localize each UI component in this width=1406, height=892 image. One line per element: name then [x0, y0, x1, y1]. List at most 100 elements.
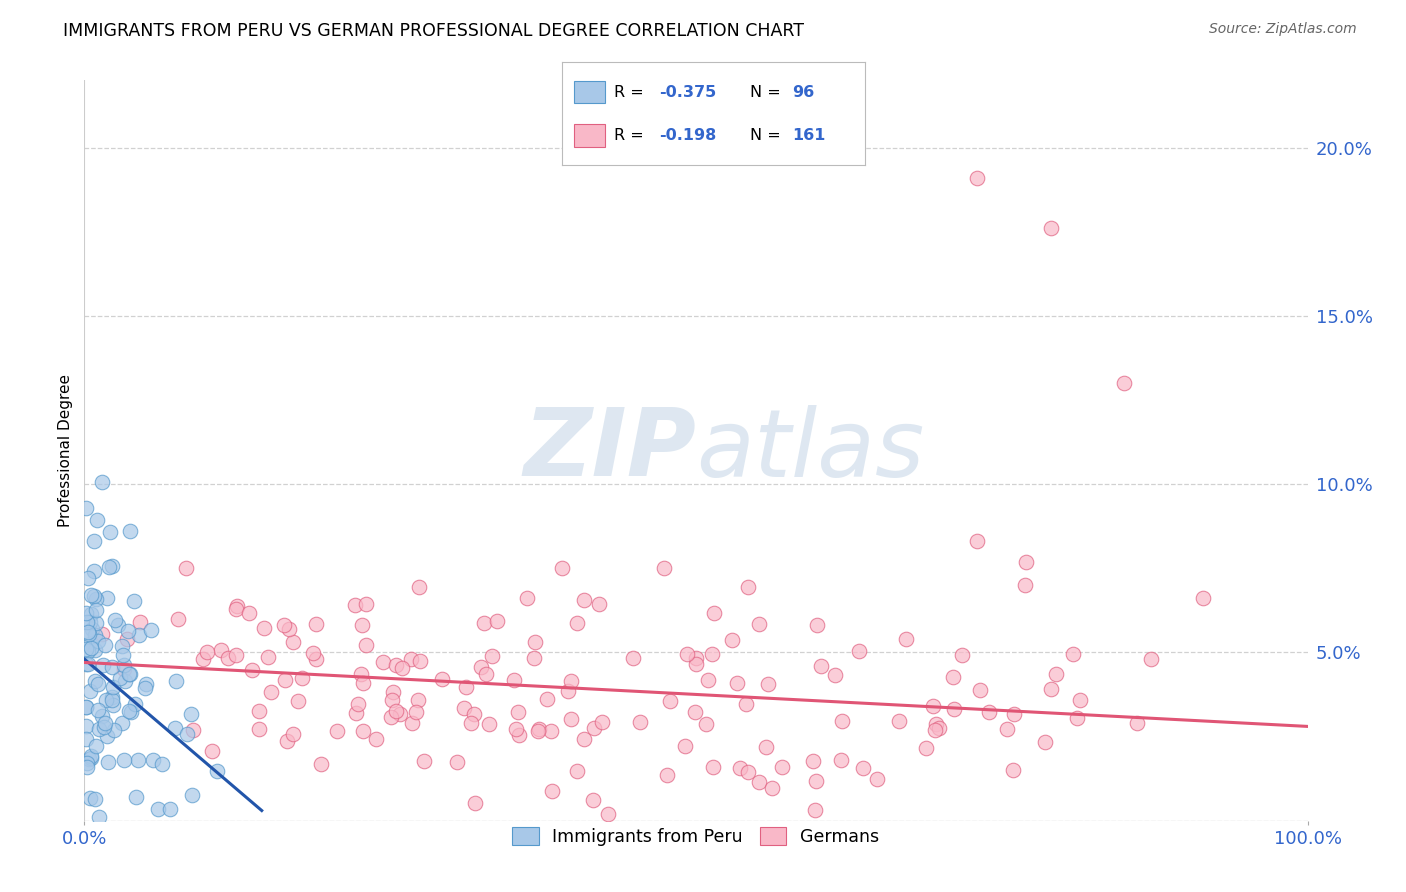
Point — [101, 660, 124, 674]
Text: atlas: atlas — [696, 405, 924, 496]
Point — [93, 720, 115, 734]
Point — [380, 710, 402, 724]
Point — [159, 802, 181, 816]
Point — [112, 753, 135, 767]
Point — [91, 475, 114, 489]
Point — [505, 722, 527, 736]
Point — [354, 597, 377, 611]
Point — [273, 673, 295, 687]
Point — [107, 617, 129, 632]
Point — [596, 806, 619, 821]
Point — [112, 663, 135, 677]
Point — [737, 765, 759, 780]
Point — [430, 672, 453, 686]
Point — [915, 741, 938, 756]
Point — [77, 657, 100, 671]
Point — [150, 757, 173, 772]
Point — [761, 780, 783, 795]
Text: Source: ZipAtlas.com: Source: ZipAtlas.com — [1209, 22, 1357, 37]
Text: R =: R = — [614, 85, 648, 100]
Point — [1066, 711, 1088, 725]
Point — [803, 755, 825, 769]
Point — [142, 753, 165, 767]
Point — [91, 657, 114, 672]
Point — [384, 704, 406, 718]
Point — [183, 723, 205, 738]
Point — [165, 673, 187, 688]
Point — [97, 755, 120, 769]
Point — [540, 724, 562, 739]
Point — [180, 706, 202, 721]
Point — [950, 648, 973, 662]
Point — [97, 560, 120, 574]
Point — [721, 633, 744, 648]
Point — [456, 680, 478, 694]
Point — [478, 716, 501, 731]
Point — [287, 694, 309, 708]
Point — [281, 727, 304, 741]
Point — [281, 635, 304, 649]
Point — [305, 652, 328, 666]
Point — [96, 730, 118, 744]
Point — [101, 692, 124, 706]
Point — [83, 534, 105, 549]
Text: IMMIGRANTS FROM PERU VS GERMAN PROFESSIONAL DEGREE CORRELATION CHART: IMMIGRANTS FROM PERU VS GERMAN PROFESSIO… — [63, 22, 804, 40]
Point — [128, 615, 150, 629]
Point — [90, 708, 112, 723]
Point — [79, 607, 101, 621]
Point — [165, 721, 187, 735]
Point — [1015, 554, 1038, 569]
Point — [889, 714, 911, 729]
Point — [242, 664, 264, 678]
Point — [824, 668, 846, 682]
Point — [176, 727, 198, 741]
Point — [1002, 763, 1025, 777]
Point — [94, 716, 117, 731]
Point — [84, 643, 107, 657]
Point — [925, 717, 948, 731]
Point — [89, 723, 111, 737]
Point — [565, 615, 588, 630]
Point — [523, 635, 546, 649]
Point — [527, 722, 550, 736]
Point — [702, 647, 724, 661]
Point — [385, 658, 408, 673]
Point — [481, 649, 503, 664]
Point — [516, 591, 538, 605]
Point — [551, 561, 574, 575]
Point — [118, 524, 141, 538]
Point — [475, 667, 498, 681]
Point — [922, 698, 945, 713]
Point — [472, 616, 495, 631]
Point — [253, 621, 276, 635]
Text: ZIP: ZIP — [523, 404, 696, 497]
Point — [464, 796, 486, 810]
Point — [831, 714, 853, 728]
Point — [225, 648, 247, 663]
Point — [541, 784, 564, 798]
Point — [273, 617, 295, 632]
Point — [1045, 667, 1067, 681]
Point — [591, 714, 613, 729]
Point — [1191, 591, 1213, 605]
Point — [675, 647, 697, 661]
Point — [942, 670, 965, 684]
Point — [77, 625, 100, 640]
Legend: Immigrants from Peru, Germans: Immigrants from Peru, Germans — [506, 820, 886, 853]
Point — [247, 704, 270, 718]
Point — [1062, 647, 1084, 661]
Point — [195, 645, 218, 659]
Point — [305, 617, 328, 632]
Point — [408, 580, 430, 594]
Point — [278, 622, 301, 636]
Point — [111, 716, 134, 731]
Point — [943, 702, 966, 716]
Point — [1039, 221, 1062, 235]
Point — [852, 761, 875, 775]
Point — [894, 632, 917, 646]
Y-axis label: Professional Degree: Professional Degree — [58, 374, 73, 527]
Point — [75, 606, 97, 620]
Point — [167, 612, 190, 626]
Point — [76, 644, 98, 658]
Point — [112, 658, 135, 673]
